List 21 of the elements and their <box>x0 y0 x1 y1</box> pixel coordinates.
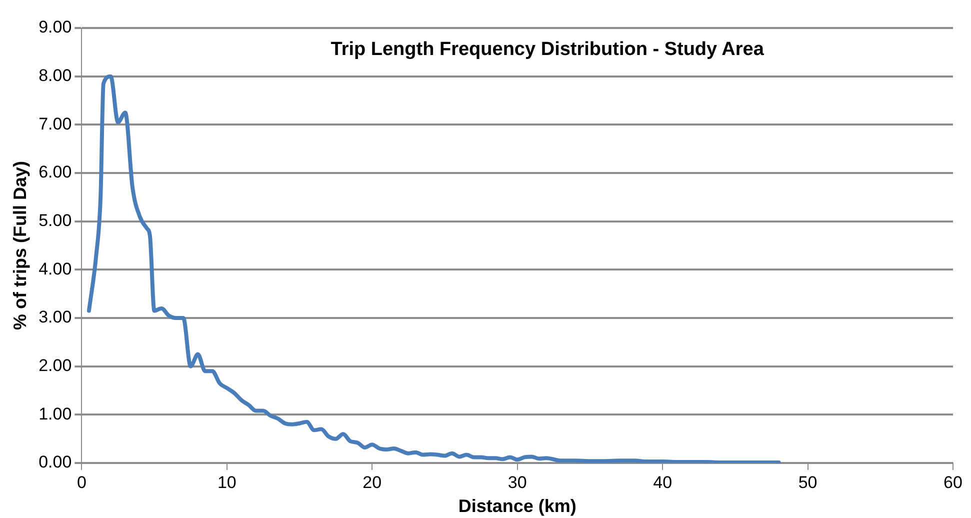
x-tick-label: 0 <box>76 472 86 492</box>
y-tick-label: 9.00 <box>38 18 72 37</box>
x-tick-label: 50 <box>798 472 818 492</box>
y-tick-label: 0.00 <box>38 452 72 472</box>
x-tick-label: 10 <box>217 472 236 492</box>
line-series <box>86 74 781 463</box>
x-tick-label: 40 <box>653 472 672 492</box>
x-axis-title: Distance (km) <box>458 496 576 516</box>
text: Trip Length Frequency Distribution - Study Area <box>330 39 764 60</box>
x-tick-label: 20 <box>362 472 382 492</box>
y-tick-label: 5.00 <box>38 211 72 230</box>
y-tick-label: 8.00 <box>38 66 72 86</box>
y-tick-label: 4.00 <box>38 259 72 278</box>
y-tick-label: 6.00 <box>38 162 72 182</box>
y-tick-label: 3.00 <box>38 308 72 327</box>
y-tick-label: 2.00 <box>38 356 72 376</box>
y-axis-title: % of trips (Full Day) <box>10 160 30 330</box>
x-tick-label: 60 <box>944 472 962 492</box>
y-tick-label: 1.00 <box>38 404 72 424</box>
x-tick-label: 30 <box>508 472 527 492</box>
y-tick-label: 7.00 <box>38 114 72 134</box>
